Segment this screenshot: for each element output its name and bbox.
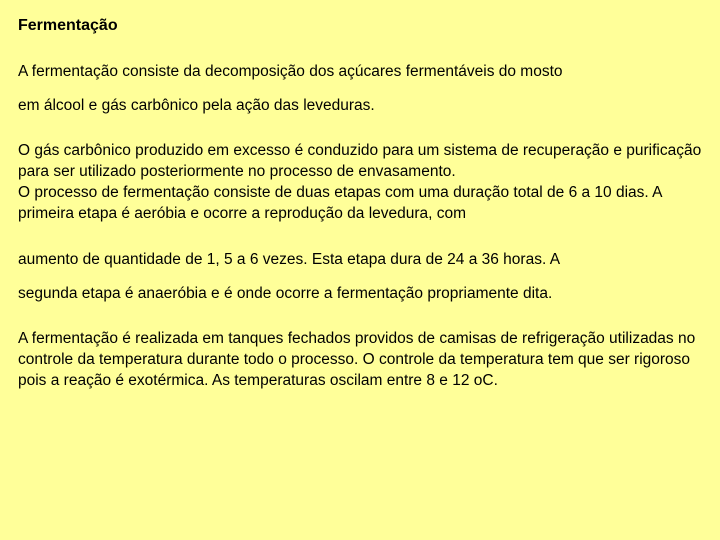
paragraph-2-block: O gás carbônico produzido em excesso é c… xyxy=(18,141,702,225)
paragraph-4: A fermentação é realizada em tanques fec… xyxy=(18,329,702,392)
paragraph-2b: O processo de fermentação consiste de du… xyxy=(18,184,662,222)
paragraph-1-line-1: A fermentação consiste da decomposição d… xyxy=(18,63,563,80)
paragraph-1: A fermentação consiste da decomposição d… xyxy=(18,55,702,123)
paragraph-2a: O gás carbônico produzido em excesso é c… xyxy=(18,142,701,180)
paragraph-3-line-2: segunda etapa é anaeróbia e é onde ocorr… xyxy=(18,285,552,302)
paragraph-1-line-2: em álcool e gás carbônico pela ação das … xyxy=(18,97,375,114)
page-title: Fermentação xyxy=(18,14,702,37)
paragraph-3: aumento de quantidade de 1, 5 a 6 vezes.… xyxy=(18,243,702,311)
paragraph-3-line-1: aumento de quantidade de 1, 5 a 6 vezes.… xyxy=(18,251,560,268)
document-page: Fermentação A fermentação consiste da de… xyxy=(0,0,720,540)
